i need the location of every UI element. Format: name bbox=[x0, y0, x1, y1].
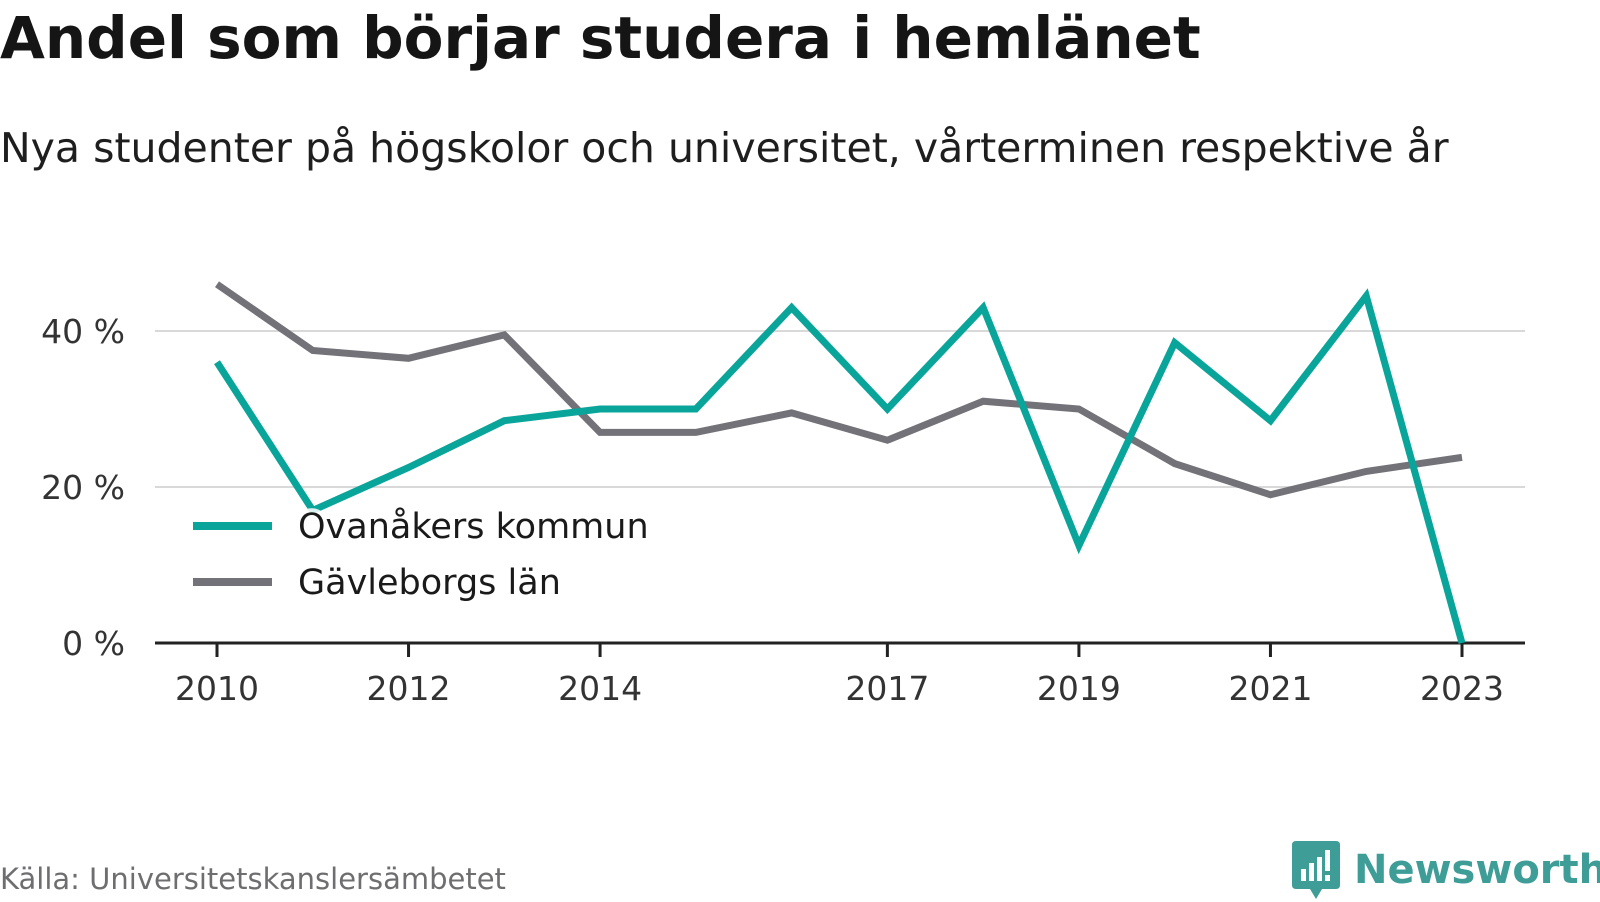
legend-label-ovanaker: Ovanåkers kommun bbox=[298, 506, 649, 547]
x-tick-label: 2021 bbox=[1228, 669, 1312, 708]
chart-subtitle: Nya studenter på högskolor och universit… bbox=[0, 124, 1449, 172]
x-tick-label: 2019 bbox=[1037, 669, 1121, 708]
newsworthy-logo-icon bbox=[1292, 841, 1340, 899]
y-tick-label: 40 % bbox=[41, 312, 125, 351]
brand: Newsworthy bbox=[1292, 838, 1600, 902]
x-tick-label: 2014 bbox=[558, 669, 642, 708]
chart-title: Andel som börjar studera i hemlänet bbox=[0, 4, 1201, 72]
legend-label-gavleborg: Gävleborgs län bbox=[298, 563, 561, 603]
x-tick-label: 2012 bbox=[367, 669, 451, 708]
y-tick-label: 20 % bbox=[41, 468, 125, 507]
x-tick-label: 2017 bbox=[845, 669, 929, 708]
x-tick-label: 2010 bbox=[175, 669, 259, 708]
source-note: Källa: Universitetskanslersämbetet bbox=[0, 862, 506, 896]
series-line-ovanaker bbox=[214, 288, 1466, 644]
series-line-gavleborg bbox=[215, 281, 1463, 499]
brand-name: Newsworthy bbox=[1354, 847, 1600, 893]
x-tick-label: 2023 bbox=[1420, 669, 1504, 708]
y-tick-label: 0 % bbox=[62, 624, 125, 663]
